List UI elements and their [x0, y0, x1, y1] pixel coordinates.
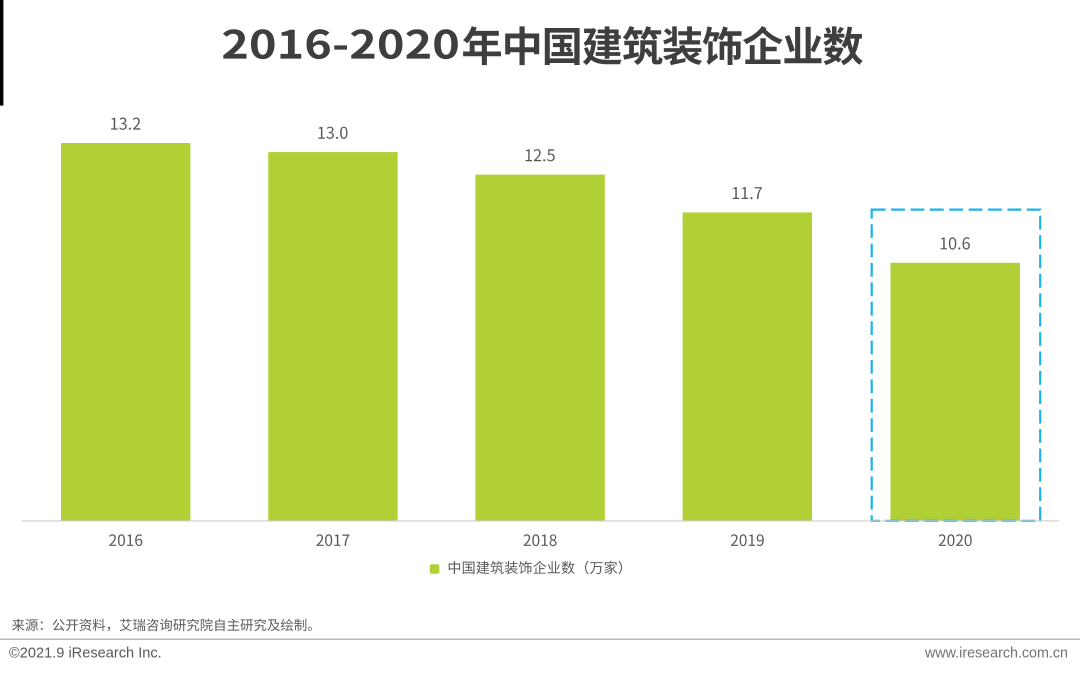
- svg-text:©2021.9 iResearch Inc.: ©2021.9 iResearch Inc.: [9, 646, 162, 662]
- svg-text:www.iresearch.com.cn: www.iresearch.com.cn: [924, 646, 1068, 662]
